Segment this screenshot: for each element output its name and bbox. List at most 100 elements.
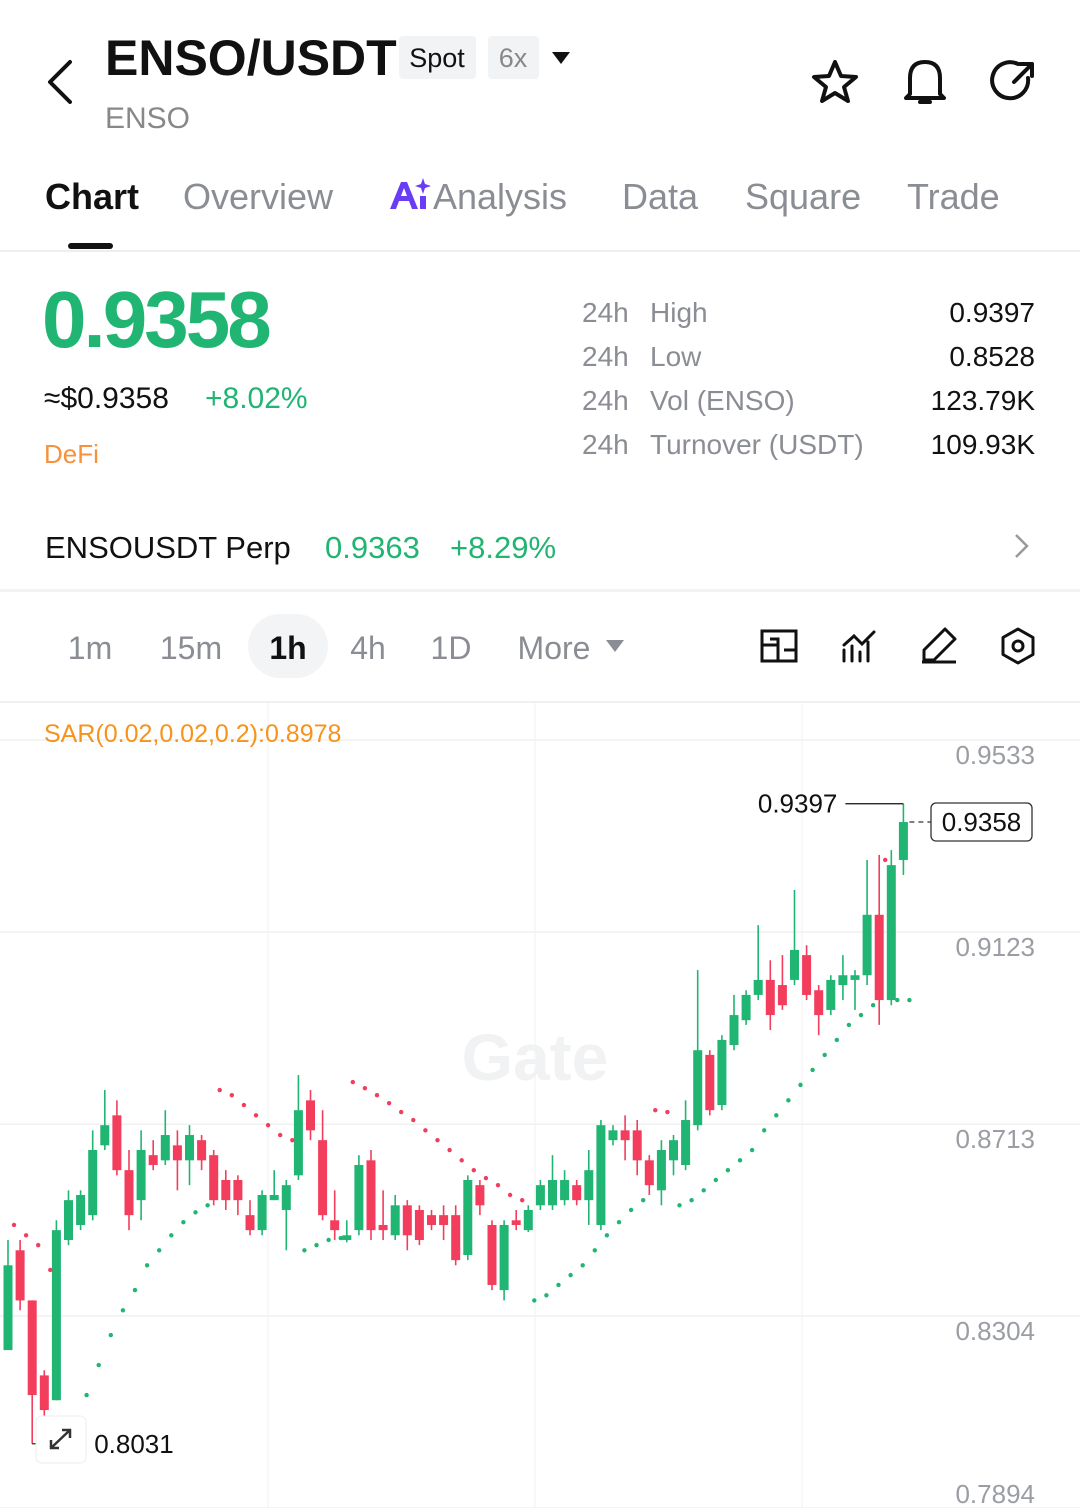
sar-dot	[592, 1248, 597, 1253]
sar-dot	[762, 1128, 767, 1133]
sar-dot	[23, 1233, 29, 1238]
market-badge	[399, 36, 476, 79]
draw-icon[interactable]	[922, 627, 957, 664]
perp-chevron[interactable]	[1015, 534, 1029, 558]
chart-tools	[760, 627, 1035, 665]
tab[interactable]: Data	[622, 176, 699, 217]
stat-value: 0.9397	[949, 297, 1035, 328]
favorite-icon[interactable]	[812, 60, 858, 103]
sar-dot	[858, 1012, 864, 1018]
interval[interactable]: 15m	[160, 630, 222, 666]
tab[interactable]: Overview	[183, 176, 334, 217]
stats: 24h High 0.9397 24h Low 0.8528 24h Vol (ENSO) 12…	[582, 297, 1035, 460]
candle-body	[753, 979, 763, 995]
pair-dropdown[interactable]	[552, 52, 570, 64]
y-tick-label: 0.8304	[955, 1316, 1035, 1346]
candle-body	[439, 1215, 449, 1225]
sar-dot	[302, 1248, 307, 1253]
sar-dot	[253, 1113, 259, 1118]
stat-value: 123.79K	[931, 385, 1036, 416]
stat-label: High	[650, 297, 708, 328]
y-tick-label: 0.7894	[955, 1479, 1035, 1508]
sar-dot	[604, 1233, 610, 1238]
candle-body	[342, 1235, 352, 1240]
candle-body	[850, 975, 860, 980]
candle-body	[765, 979, 775, 1016]
high-marker: 0.9397	[758, 789, 838, 819]
sar-dot	[774, 1113, 779, 1118]
settings-icon[interactable]	[1001, 627, 1035, 665]
stat-label: Vol (ENSO)	[650, 385, 795, 416]
sar-dot	[157, 1248, 162, 1253]
tab[interactable]: Trade	[907, 176, 1000, 217]
candle-body	[209, 1155, 219, 1201]
candle-body	[511, 1220, 521, 1225]
ai-sparkle	[415, 178, 431, 209]
candle-body	[221, 1180, 231, 1201]
sar-dot	[677, 1203, 682, 1208]
sar-dot	[786, 1098, 791, 1103]
sar-dot	[822, 1052, 827, 1058]
candle-body	[475, 1185, 485, 1206]
sar-dot	[483, 1175, 489, 1181]
sar-dot	[229, 1092, 234, 1098]
sar-dot	[846, 1022, 852, 1028]
sar-dot	[883, 857, 888, 863]
layout-icon[interactable]	[760, 629, 798, 663]
sar-dot	[532, 1298, 537, 1303]
candle-body	[463, 1180, 473, 1255]
candle-body	[172, 1145, 182, 1161]
sar-dot	[737, 1158, 743, 1163]
back-button[interactable]	[48, 60, 72, 104]
candle-body	[584, 1170, 594, 1201]
candle-body	[414, 1209, 424, 1240]
sar-dot	[749, 1147, 755, 1153]
interval[interactable]: More	[518, 630, 591, 666]
candle-body	[136, 1150, 146, 1201]
settings-icon-dot	[1011, 639, 1025, 653]
sar-dot	[169, 1233, 174, 1238]
candle-body	[705, 1054, 715, 1111]
candle-body	[898, 822, 908, 860]
indicator-icon[interactable]	[842, 630, 876, 663]
sar-dot	[834, 1037, 839, 1043]
sar-dot	[556, 1282, 561, 1288]
candle-body	[160, 1135, 170, 1161]
candle-body	[535, 1185, 545, 1206]
sar-dot	[895, 997, 900, 1003]
interval[interactable]: 1h	[269, 630, 306, 666]
candle-body	[560, 1180, 570, 1201]
perp-name[interactable]: ENSOUSDT Perp	[45, 530, 291, 565]
sar-dot	[399, 1109, 404, 1115]
sar-dot	[616, 1219, 622, 1225]
sar-dot	[278, 1132, 283, 1138]
stat-period: 24h	[582, 341, 629, 372]
share-icon[interactable]	[990, 60, 1034, 101]
candle-body	[427, 1215, 436, 1225]
sar-dot	[205, 1203, 210, 1208]
last-price-box	[930, 802, 1033, 842]
interval[interactable]: 1D	[431, 630, 472, 666]
candle-body	[148, 1155, 158, 1166]
market-label: Spot	[409, 43, 465, 73]
tab[interactable]: Analysis	[433, 176, 567, 217]
tab[interactable]: Square	[745, 176, 861, 217]
alert-icon[interactable]	[904, 60, 946, 104]
sar-dot	[544, 1293, 549, 1298]
candle-body	[354, 1165, 364, 1231]
tab[interactable]: Chart	[45, 176, 139, 217]
interval[interactable]: 4h	[350, 630, 386, 666]
more-dropdown[interactable]	[606, 640, 624, 652]
sar-dot	[507, 1192, 513, 1198]
sar-dot	[447, 1147, 452, 1153]
sar-dot	[120, 1308, 126, 1313]
last-price: 0.9358	[42, 275, 270, 364]
sar-dot	[665, 1109, 670, 1115]
stat-period: 24h	[582, 385, 629, 416]
candle-body	[499, 1224, 509, 1291]
candle-body	[76, 1194, 86, 1225]
candle-body	[596, 1125, 606, 1225]
sector-tag[interactable]: DeFi	[44, 439, 99, 469]
interval[interactable]: 1m	[68, 630, 112, 666]
sar-dot	[701, 1188, 706, 1193]
